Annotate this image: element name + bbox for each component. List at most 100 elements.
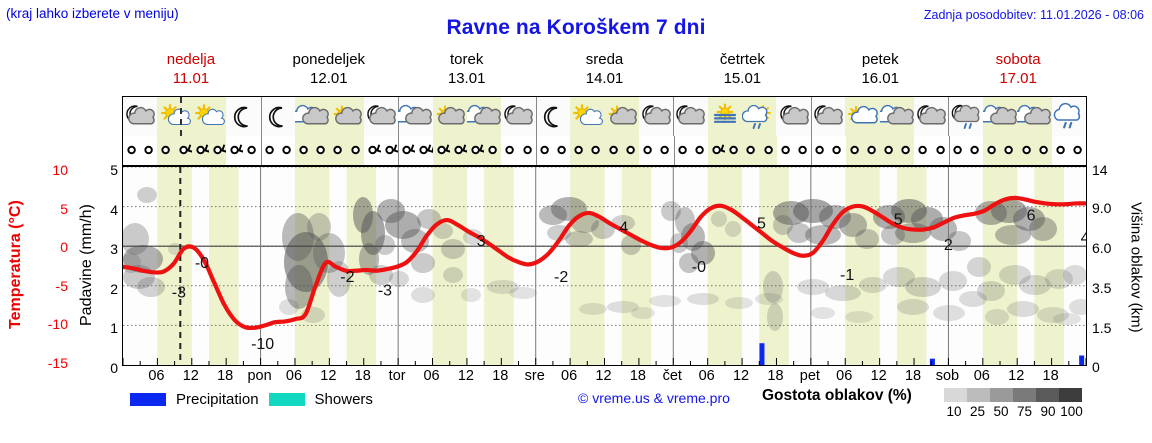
temperature-value-label: -0 <box>692 259 706 276</box>
wind-barb-cell <box>174 136 200 165</box>
day-date: 11.01 <box>172 70 210 87</box>
sun-cloud-icon <box>433 102 467 132</box>
page-title: Ravne na Koroškem 7 dni <box>446 16 706 39</box>
x-tick-label: 06 <box>148 368 165 384</box>
day-header-strip: nedelja 11.01 ponedeljek 12.01 torek 13.01 sre… <box>122 50 1087 90</box>
precipitation-axis-title: Padavine (mm/h) <box>78 204 95 326</box>
wind-barb-cell <box>123 136 140 165</box>
weather-icon-cell <box>845 97 880 136</box>
credit-link[interactable]: © vreme.us & vreme.pro <box>578 390 730 406</box>
wind-barb-cell <box>587 136 605 165</box>
precipitation-tick: 0 <box>110 360 118 376</box>
wind-barb-cell <box>828 136 845 165</box>
weather-icon-cell <box>1012 97 1052 136</box>
temperature-value-label: 6 <box>1027 207 1036 224</box>
wind-barb-cell <box>1000 136 1018 165</box>
cloud-drizzle-icon <box>1052 102 1086 132</box>
moon-icon <box>261 102 295 132</box>
x-tick-label: 06 <box>561 368 578 384</box>
weather-icon-cell <box>123 97 157 136</box>
x-tick-label: čet <box>662 368 682 384</box>
day-name: ponedeljek <box>292 51 366 68</box>
x-tick-label: 18 <box>904 368 922 384</box>
precipitation-tick: 2 <box>110 280 118 297</box>
location-menu-note: (kraj lahko izberete v meniju) <box>6 6 179 21</box>
day-date: 15.01 <box>723 70 762 87</box>
x-axis-tick-labels: 06 12 18 pon 06 12 18 tor 06 12 18 sre 06 12 18 čet 06 12… <box>122 368 1087 388</box>
weather-icon-cell <box>741 97 777 136</box>
day-date: 12.01 <box>310 70 348 87</box>
cloud-density-value: 10 <box>946 404 962 419</box>
day-name: sobota <box>995 51 1041 68</box>
sun-cloud-drizzle-icon <box>741 102 776 132</box>
x-tick-label: 18 <box>767 368 784 384</box>
weather-icon-cell <box>226 97 260 136</box>
wind-barb-cell <box>346 136 364 165</box>
temperature-tick: 5 <box>60 200 68 217</box>
temperature-tick: -5 <box>55 277 68 294</box>
wind-barb-cell <box>656 136 673 165</box>
temperature-tick: 10 <box>52 162 68 178</box>
cloud-blue-icon <box>1012 102 1052 132</box>
wind-barb-cell <box>415 136 441 165</box>
cloud-blue-icon <box>393 102 433 132</box>
weather-icon-cell <box>290 97 330 136</box>
wind-barb-cell <box>157 136 175 165</box>
x-tick-label: 06 <box>423 368 440 384</box>
wind-barb-cell <box>983 136 1001 165</box>
cloud-density-step <box>967 388 990 402</box>
moon-cloud-icon <box>673 102 707 132</box>
cloud-density-step <box>944 388 967 402</box>
cloud-blue-icon <box>874 102 914 132</box>
sun-small-cloud-icon <box>158 102 192 132</box>
showers-legend-label: Showers <box>314 390 373 408</box>
cloud-density-value: 90 <box>1040 404 1056 419</box>
series-legend: Precipitation Showers <box>130 388 373 410</box>
weather-icon-cell <box>707 97 743 136</box>
day-header-nedelja: nedelja 11.01 <box>122 50 260 90</box>
last-update-label: Zadnja posodobitev: 11.01.2026 - 08:06 <box>923 8 1144 22</box>
sun-small-cloud-icon <box>570 102 604 132</box>
x-tick-label: 12 <box>457 368 474 384</box>
moon-cloud-icon <box>639 102 673 132</box>
cloud-density-colorramp <box>944 388 1082 402</box>
temperature-value-label: 4 <box>1081 230 1086 247</box>
cloud-density-colorramp-labels: 10 25 50 75 90 100 <box>934 404 1094 422</box>
moon-cloud-icon <box>364 102 398 132</box>
weather-icon-cell <box>536 97 570 136</box>
day-name: sreda <box>585 51 624 68</box>
day-date: 14.01 <box>585 70 624 87</box>
wind-barb-cell <box>742 136 760 165</box>
weather-icon-cell <box>329 97 364 136</box>
day-date: 16.01 <box>861 70 899 87</box>
x-tick-label: 12 <box>1008 368 1025 384</box>
weather-icon-cell <box>191 97 227 136</box>
x-tick-label: 18 <box>354 368 371 384</box>
temperature-value-label: 2 <box>944 237 953 254</box>
sun-fog-icon <box>708 102 742 132</box>
wind-barb-row <box>122 136 1087 166</box>
cloud-blue-icon <box>978 102 1017 132</box>
wind-barb-cell <box>329 136 347 165</box>
x-tick-label: 12 <box>182 368 199 384</box>
wind-barb-cell <box>691 136 708 165</box>
weather-icon-cell <box>978 97 1018 136</box>
wind-barb-cell <box>484 136 502 165</box>
cloud-density-value: 25 <box>969 404 986 419</box>
wind-barb-cell <box>777 136 794 165</box>
cloud-height-tick: 9.0 <box>1092 200 1112 216</box>
x-tick-label: 12 <box>320 368 337 384</box>
weather-icon-cell <box>393 97 433 136</box>
x-tick-label: sre <box>524 368 545 384</box>
day-header-sreda: sreda 14.01 <box>536 50 674 90</box>
temperature-axis-title: Temperatura (°C) <box>7 200 24 330</box>
wind-barb-cell <box>295 136 313 165</box>
cloud-blue-icon <box>462 102 501 132</box>
precipitation-legend-label: Precipitation <box>176 390 259 408</box>
cloud-height-tick: 14 <box>1092 162 1108 178</box>
temperature-value-label: -3 <box>172 285 186 302</box>
temperature-value-label: -2 <box>340 269 354 286</box>
weather-icon-row <box>122 96 1087 136</box>
precipitation-swatch <box>130 392 166 406</box>
x-tick-label: tor <box>388 368 406 384</box>
